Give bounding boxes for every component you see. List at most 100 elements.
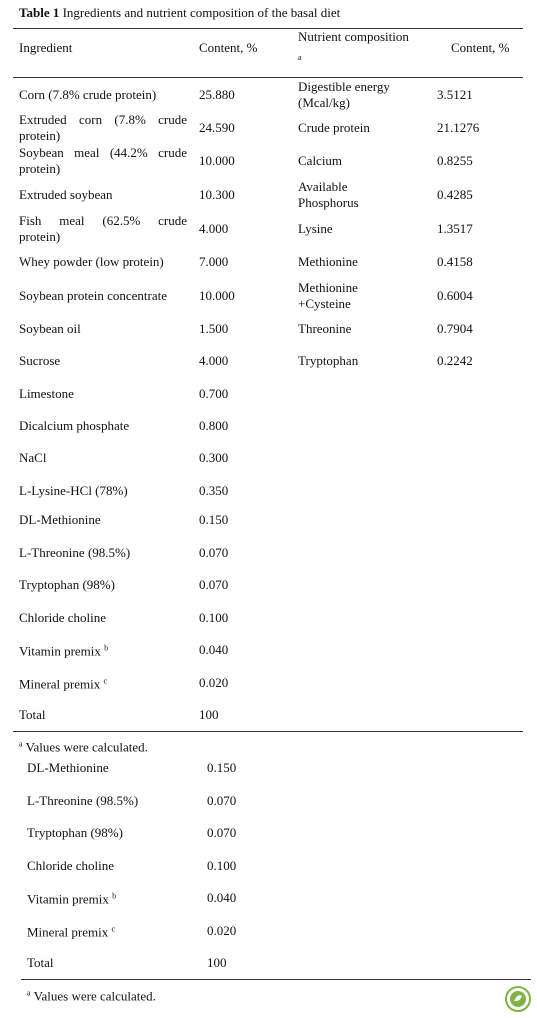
nutrient-content: 0.4158 [437, 254, 473, 270]
ingredient-content: 0.070 [199, 545, 228, 561]
cell-text: Whey powder (low protein) [19, 254, 164, 269]
ingredient-name: Total [19, 707, 187, 723]
header-cell: Ingredient [19, 40, 73, 55]
ingredient-content: 0.070 [199, 577, 228, 593]
cell-text: Available Phosphorus [298, 179, 359, 210]
ingredient-content: 10.000 [199, 153, 235, 169]
cell-text: 100 [199, 707, 219, 722]
ingredient-name: Soybean meal (44.2% crude protein) [19, 145, 187, 177]
ingredient-content: 0.150 [207, 760, 236, 776]
cell-text: 0.020 [199, 675, 229, 690]
nutrient-name: Lysine [298, 221, 410, 237]
ingredient-name: Dicalcium phosphate [19, 418, 187, 434]
cell-text: 1.500 [199, 321, 229, 336]
nutrient-name: Tryptophan [298, 353, 410, 369]
ingredient-content: 0.070 [207, 825, 236, 841]
ingredient-name: Extruded soybean [19, 187, 187, 203]
cell-text: Fish meal (62.5% crude protein) [19, 213, 187, 244]
ingredient-name: Tryptophan (98%) [27, 825, 197, 841]
cell-text: 0.2242 [437, 353, 473, 368]
ingredient-content: 0.350 [199, 483, 228, 499]
ingredient-content: 25.880 [199, 87, 235, 103]
cell-text: 1.3517 [437, 221, 473, 236]
ingredient-name: L-Threonine (98.5%) [27, 793, 197, 809]
cell-text: Vitamin premix [27, 891, 109, 907]
cell-text: Tryptophan [298, 353, 359, 368]
nutrient-name: Calcium [298, 153, 410, 169]
ingredient-name: Limestone [19, 386, 187, 402]
cell-text: 0.7904 [437, 321, 473, 336]
ingredient-name: Soybean protein concentrate [19, 288, 187, 304]
ingredient-content: 0.300 [199, 450, 228, 466]
rule [13, 28, 523, 29]
ingredient-content: 0.020 [199, 675, 228, 691]
ingredient-content: 24.590 [199, 120, 235, 136]
cell-text: L-Lysine-HCl (78%) [19, 483, 128, 498]
ingredient-content: 10.300 [199, 187, 235, 203]
cell-text: 4.000 [199, 221, 229, 236]
nutrient-content: 0.2242 [437, 353, 473, 369]
cell-text: Corn (7.8% crude protein) [19, 87, 157, 102]
cell-text: NaCl [19, 450, 47, 465]
nutrient-name: Digestible energy (Mcal/kg) [298, 79, 410, 111]
ingredient-name: L-Threonine (98.5%) [19, 545, 187, 561]
ingredient-content: 0.700 [199, 386, 228, 402]
cell-text: Methionine +Cysteine [298, 280, 358, 311]
cell-text: 0.350 [199, 483, 229, 498]
footnote-text: Values were calculated. [33, 988, 156, 1004]
nutrient-name: Crude protein [298, 120, 410, 136]
cell-text: L-Threonine (98.5%) [19, 545, 131, 560]
nutrient-name: Methionine +Cysteine [298, 280, 410, 312]
cell-text: Chloride choline [27, 858, 115, 873]
header-cell: Content, % [199, 40, 258, 55]
ingredient-content: 0.150 [199, 512, 228, 528]
cell-text: 0.8255 [437, 153, 473, 168]
ingredient-content: 0.040 [207, 890, 236, 906]
ingredient-content: 0.100 [207, 858, 236, 874]
cell-text: 0.4285 [437, 187, 473, 202]
cell-text: 10.000 [199, 288, 235, 303]
ingredient-name: DL-Methionine [19, 512, 187, 528]
cell-text: 4.000 [199, 353, 229, 368]
cell-text: Extruded soybean [19, 187, 113, 202]
header-cell: Content, % [451, 40, 510, 55]
rule [13, 731, 523, 732]
ingredient-name: L-Lysine-HCl (78%) [19, 483, 187, 499]
nutrient-name: Threonine [298, 321, 410, 337]
cell-text: 0.6004 [437, 288, 473, 303]
ingredient-content: 4.000 [199, 221, 228, 237]
ingredient-content: 0.100 [199, 610, 228, 626]
cell-text: 10.300 [199, 187, 235, 202]
cell-text: DL-Methionine [19, 512, 101, 527]
nutrient-content: 0.6004 [437, 288, 473, 304]
ingredient-name: Extruded corn (7.8% crude protein) [19, 112, 187, 144]
cell-text: Calcium [298, 153, 343, 168]
cell-text: 0.150 [207, 760, 237, 775]
ingredient-name: Mineral premix c [27, 922, 197, 941]
title-text: Ingredients and nutrient composition of … [62, 5, 341, 20]
cell-text: Methionine [298, 254, 358, 269]
cell-text: 0.020 [207, 923, 237, 938]
footnote: a Values were calculated. [19, 737, 148, 756]
cell-text: 24.590 [199, 120, 235, 135]
cell-text: Chloride choline [19, 610, 107, 625]
cell-text: 0.4158 [437, 254, 473, 269]
ingredient-name: Whey powder (low protein) [19, 254, 187, 270]
cell-text: 3.5121 [437, 87, 473, 102]
ingredient-name: Vitamin premix b [27, 889, 197, 908]
ingredient-content: 1.500 [199, 321, 228, 337]
cell-text: Extruded corn (7.8% crude protein) [19, 112, 187, 143]
ingredient-content: 10.000 [199, 288, 235, 304]
cell-text: 0.040 [207, 890, 237, 905]
ingredient-name: Vitamin premix b [19, 641, 187, 660]
cell-text: 100 [207, 955, 227, 970]
rule [13, 77, 523, 78]
ingredient-content: 4.000 [199, 353, 228, 369]
note-mark: a [19, 739, 23, 749]
ingredient-name: NaCl [19, 450, 187, 466]
ingredient-name: Tryptophan (98%) [19, 577, 187, 593]
nutrient-content: 0.4285 [437, 187, 473, 203]
cell-text: Dicalcium phosphate [19, 418, 130, 433]
ingredient-content: 0.800 [199, 418, 228, 434]
